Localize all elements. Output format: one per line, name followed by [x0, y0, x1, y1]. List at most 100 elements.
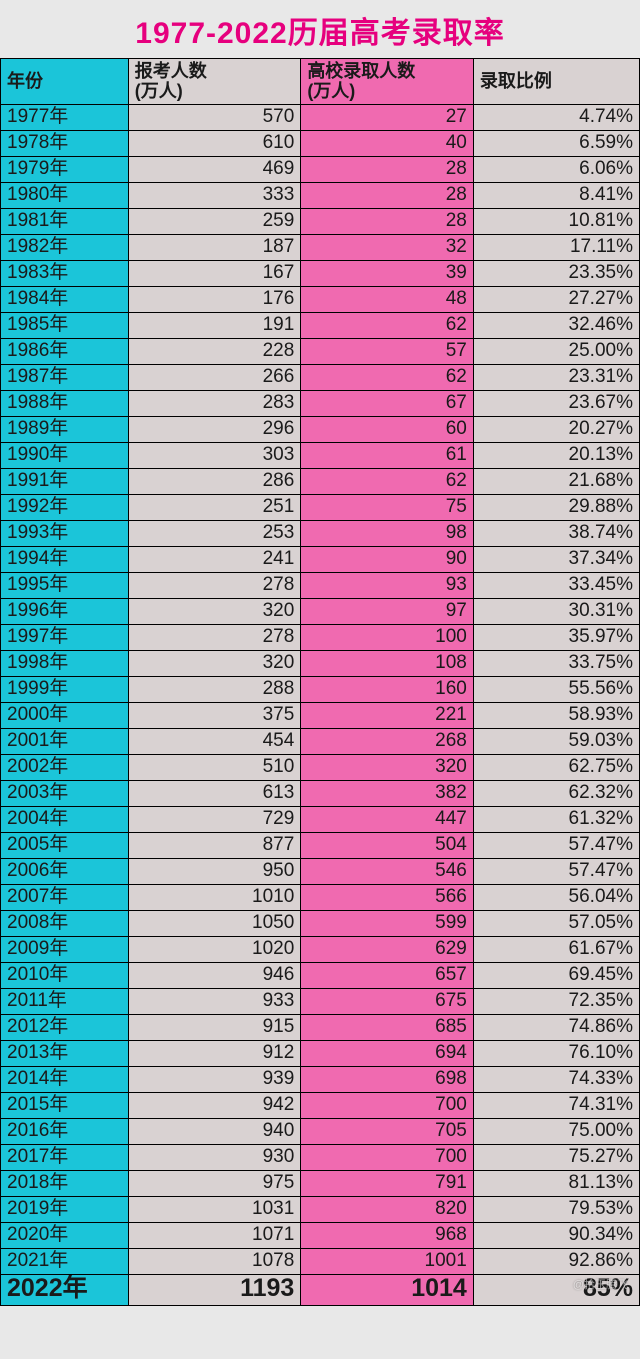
cell-apply: 510	[128, 755, 301, 781]
cell-rate: 57.47%	[473, 859, 639, 885]
cell-rate: 74.86%	[473, 1015, 639, 1041]
cell-apply: 253	[128, 521, 301, 547]
cell-admit: 705	[301, 1119, 474, 1145]
cell-rate: 56.04%	[473, 885, 639, 911]
cell-rate: 61.67%	[473, 937, 639, 963]
table-row: 1989年2966020.27%	[1, 417, 640, 443]
cell-admit: 62	[301, 365, 474, 391]
table-row: 1993年2539838.74%	[1, 521, 640, 547]
cell-year: 2014年	[1, 1067, 129, 1093]
cell-apply: 228	[128, 339, 301, 365]
cell-rate: 17.11%	[473, 235, 639, 261]
gaokao-table: 年份 报考人数 (万人) 高校录取人数 (万人) 录取比例 1977年57027…	[0, 58, 640, 1306]
cell-year: 2007年	[1, 885, 129, 911]
cell-admit: 57	[301, 339, 474, 365]
cell-apply: 950	[128, 859, 301, 885]
page-container: 1977-2022历届高考录取率 年份 报考人数 (万人) 高校录取人数 (万人…	[0, 0, 640, 1306]
cell-apply: 288	[128, 677, 301, 703]
table-row: 2021年1078100192.86%	[1, 1249, 640, 1275]
cell-year: 2010年	[1, 963, 129, 989]
table-row: 1991年2866221.68%	[1, 469, 640, 495]
table-row: 2004年72944761.32%	[1, 807, 640, 833]
cell-year: 2000年	[1, 703, 129, 729]
cell-admit: 90	[301, 547, 474, 573]
table-body: 1977年570274.74%1978年610406.59%1979年46928…	[1, 105, 640, 1306]
cell-admit: 39	[301, 261, 474, 287]
cell-admit: 48	[301, 287, 474, 313]
cell-year: 1986年	[1, 339, 129, 365]
cell-apply: 375	[128, 703, 301, 729]
cell-year: 2003年	[1, 781, 129, 807]
cell-admit: 60	[301, 417, 474, 443]
cell-rate: 92.86%	[473, 1249, 639, 1275]
cell-admit: 820	[301, 1197, 474, 1223]
table-row: 2019年103182079.53%	[1, 1197, 640, 1223]
cell-apply: 1020	[128, 937, 301, 963]
cell-year: 2012年	[1, 1015, 129, 1041]
cell-apply: 610	[128, 131, 301, 157]
cell-year: 1996年	[1, 599, 129, 625]
cell-year: 2019年	[1, 1197, 129, 1223]
cell-admit: 504	[301, 833, 474, 859]
cell-admit: 62	[301, 313, 474, 339]
cell-apply: 454	[128, 729, 301, 755]
cell-year: 2006年	[1, 859, 129, 885]
cell-year: 1987年	[1, 365, 129, 391]
cell-admit: 685	[301, 1015, 474, 1041]
cell-apply: 570	[128, 105, 301, 131]
cell-rate: 23.31%	[473, 365, 639, 391]
cell-admit: 566	[301, 885, 474, 911]
cell-rate: 33.75%	[473, 651, 639, 677]
cell-admit: 698	[301, 1067, 474, 1093]
cell-year: 1978年	[1, 131, 129, 157]
cell-year: 2004年	[1, 807, 129, 833]
table-row: 2011年93367572.35%	[1, 989, 640, 1015]
cell-rate: 75.00%	[473, 1119, 639, 1145]
cell-admit: 629	[301, 937, 474, 963]
cell-year: 1993年	[1, 521, 129, 547]
cell-apply: 940	[128, 1119, 301, 1145]
cell-admit: 791	[301, 1171, 474, 1197]
cell-year: 1980年	[1, 183, 129, 209]
cell-admit: 28	[301, 209, 474, 235]
cell-admit: 221	[301, 703, 474, 729]
table-row: 1995年2789333.45%	[1, 573, 640, 599]
cell-apply: 286	[128, 469, 301, 495]
cell-admit: 160	[301, 677, 474, 703]
table-row: 2000年37522158.93%	[1, 703, 640, 729]
cell-admit: 599	[301, 911, 474, 937]
cell-admit: 968	[301, 1223, 474, 1249]
table-row: 2012年91568574.86%	[1, 1015, 640, 1041]
cell-admit: 1014	[301, 1275, 474, 1306]
cell-rate: 6.59%	[473, 131, 639, 157]
table-row: 2014年93969874.33%	[1, 1067, 640, 1093]
table-row: 1997年27810035.97%	[1, 625, 640, 651]
table-row: 2008年105059957.05%	[1, 911, 640, 937]
cell-apply: 191	[128, 313, 301, 339]
cell-apply: 167	[128, 261, 301, 287]
cell-year: 2005年	[1, 833, 129, 859]
header-year: 年份	[1, 59, 129, 105]
table-row: 1979年469286.06%	[1, 157, 640, 183]
cell-admit: 447	[301, 807, 474, 833]
cell-year: 2001年	[1, 729, 129, 755]
cell-apply: 613	[128, 781, 301, 807]
cell-admit: 61	[301, 443, 474, 469]
cell-rate: 20.13%	[473, 443, 639, 469]
cell-apply: 266	[128, 365, 301, 391]
table-row: 1983年1673923.35%	[1, 261, 640, 287]
cell-admit: 320	[301, 755, 474, 781]
table-row: 1992年2517529.88%	[1, 495, 640, 521]
cell-admit: 694	[301, 1041, 474, 1067]
cell-apply: 278	[128, 573, 301, 599]
table-row: 1981年2592810.81%	[1, 209, 640, 235]
cell-admit: 97	[301, 599, 474, 625]
table-header-row: 年份 报考人数 (万人) 高校录取人数 (万人) 录取比例	[1, 59, 640, 105]
cell-apply: 296	[128, 417, 301, 443]
cell-year: 2020年	[1, 1223, 129, 1249]
cell-apply: 320	[128, 651, 301, 677]
cell-apply: 251	[128, 495, 301, 521]
cell-rate: 76.10%	[473, 1041, 639, 1067]
cell-rate: 79.53%	[473, 1197, 639, 1223]
cell-admit: 98	[301, 521, 474, 547]
